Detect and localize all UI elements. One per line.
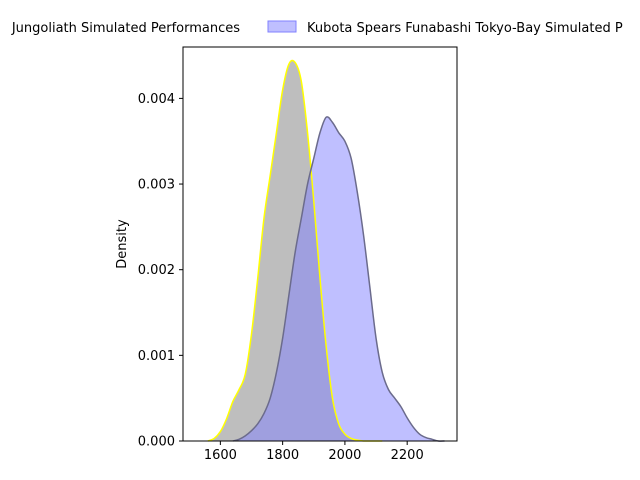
y-tick-label: 0.004: [138, 92, 175, 107]
x-tick-label: 1600: [204, 448, 237, 463]
x-tick-label: 2200: [391, 448, 424, 463]
legend-swatch-kubota: [267, 20, 297, 33]
y-tick-label: 0.000: [138, 435, 175, 450]
y-tick-label: 0.003: [138, 178, 175, 193]
plot-area: [207, 59, 445, 442]
x-axis: 1600 1800 2000 2200: [204, 441, 424, 463]
x-tick-label: 2000: [328, 448, 361, 463]
x-tick-label: 1800: [266, 448, 299, 463]
series-area-kubota: [232, 116, 445, 442]
legend-label-jungoliath: Jungoliath Simulated Performances: [11, 21, 240, 36]
y-axis: 0.000 0.001 0.002 0.003 0.004: [138, 92, 183, 450]
legend: Jungoliath Simulated Performances Kubota…: [11, 20, 623, 36]
series-line-jungoliath: [207, 59, 383, 442]
y-axis-title: Density: [115, 219, 130, 269]
axes-frame: [182, 46, 458, 442]
legend-label-kubota: Kubota Spears Funabashi Tokyo-Bay Simula…: [307, 21, 623, 36]
series-line-kubota: [232, 116, 445, 442]
y-tick-label: 0.001: [138, 349, 175, 364]
y-tick-label: 0.002: [138, 263, 175, 278]
